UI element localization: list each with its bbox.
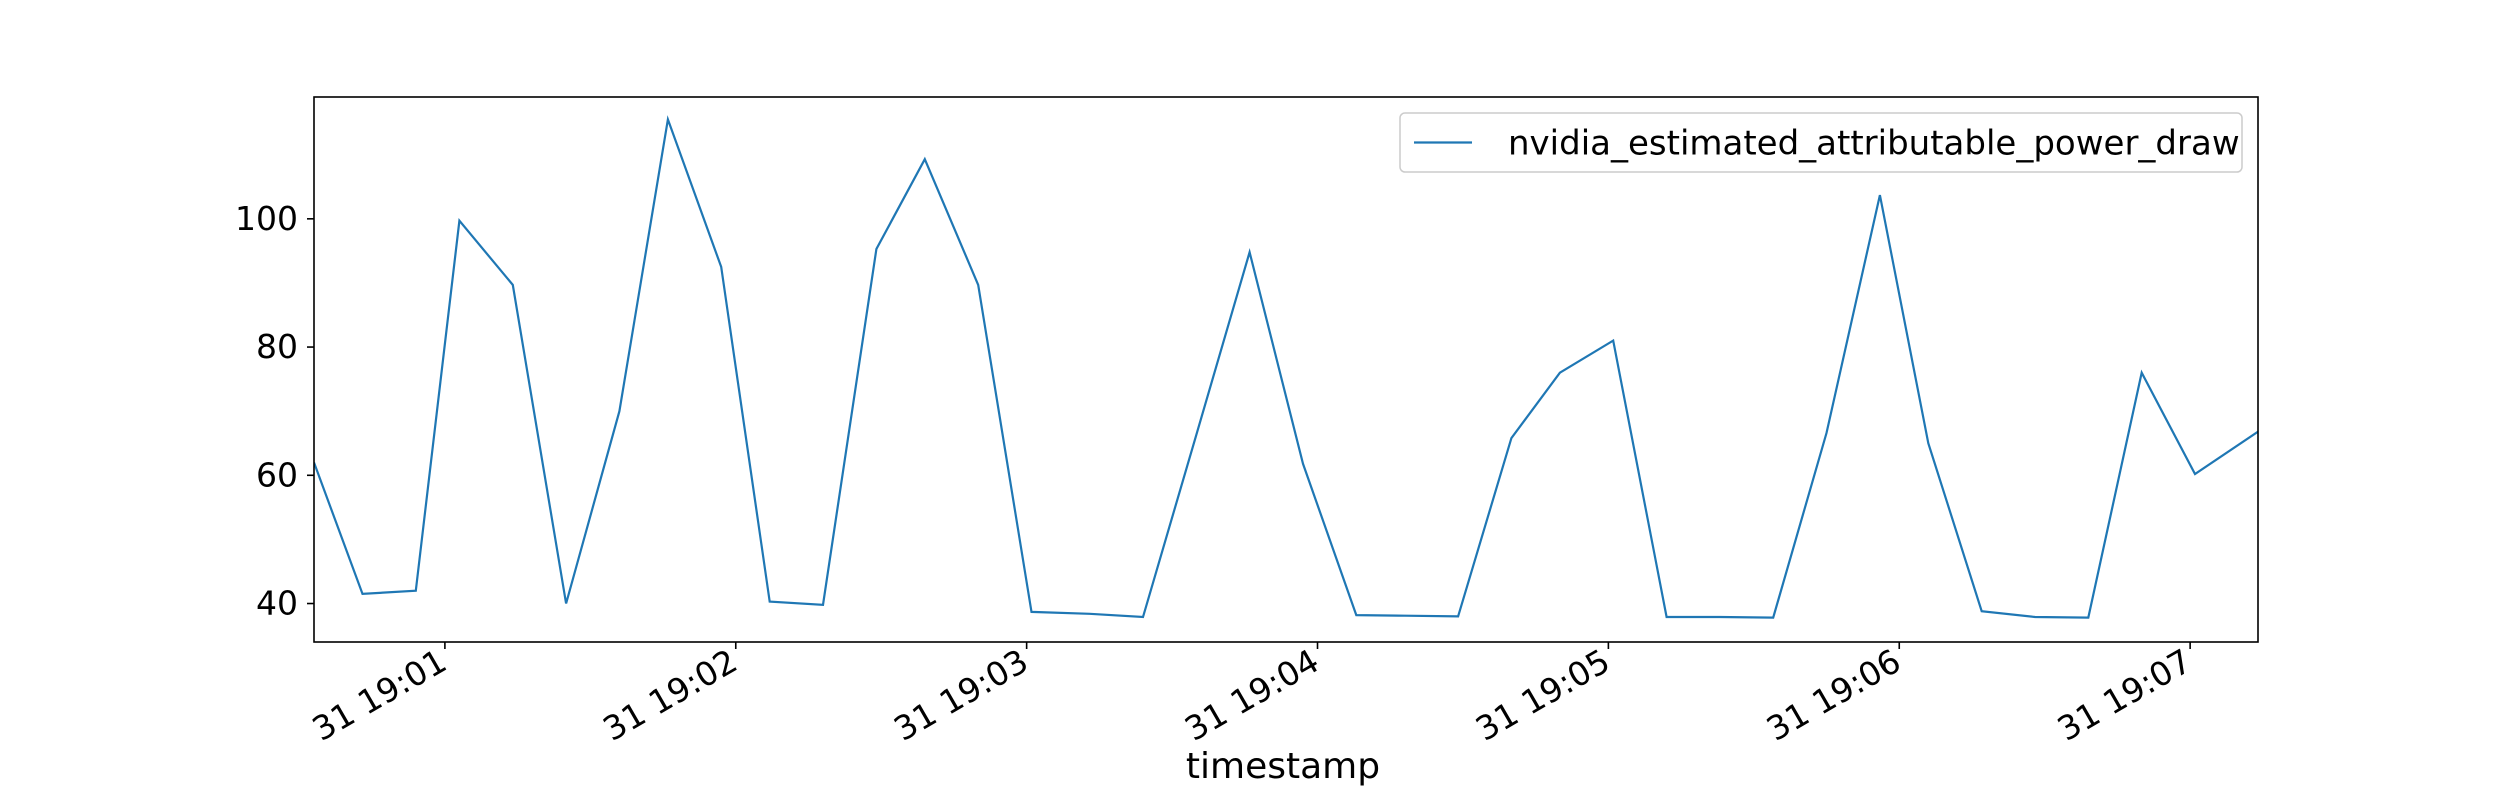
y-tick-label: 100: [235, 199, 298, 238]
x-tick-label: 31 19:03: [887, 641, 1034, 749]
y-tick-label: 80: [256, 327, 298, 366]
x-tick-label: 31 19:05: [1469, 641, 1616, 749]
legend: nvidia_estimated_attributable_power_draw: [1399, 112, 2243, 173]
y-axis: 40 60 80 100: [235, 199, 314, 623]
x-axis: 31 19:01 31 19:02 31 19:03 31 19:04 31 19:05…: [306, 641, 2199, 749]
x-tick-label: 31 19:07: [2051, 641, 2198, 749]
x-tick-label: 31 19:02: [596, 641, 743, 749]
legend-box: [1399, 112, 2243, 173]
y-tick-label: 60: [256, 455, 298, 494]
series-line-0: [314, 115, 2258, 619]
plot-area: [313, 96, 2259, 643]
x-tick-label: 31 19:01: [306, 641, 453, 749]
x-tick-label: 31 19:04: [1178, 641, 1325, 749]
plot-frame: [313, 96, 2259, 643]
y-tick-label: 40: [256, 584, 298, 623]
x-tick-label: 31 19:06: [1760, 641, 1907, 749]
legend-label: nvidia_estimated_attributable_power_draw: [1508, 124, 2240, 164]
x-axis-title: timestamp: [1186, 746, 1380, 787]
